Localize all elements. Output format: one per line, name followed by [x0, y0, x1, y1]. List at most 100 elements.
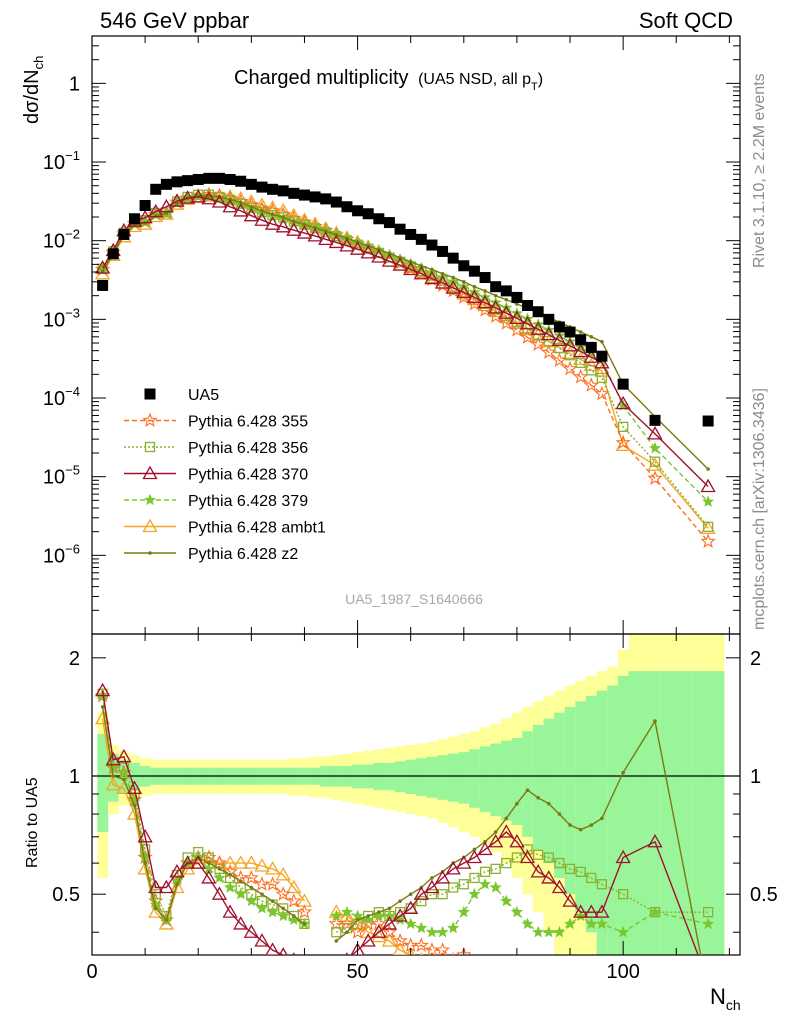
x-axis-label-text: N	[710, 984, 726, 1009]
ratio-point-z2	[281, 906, 286, 911]
band-inner-bin	[692, 671, 704, 955]
point-z2	[589, 334, 594, 339]
band-inner-bin	[596, 690, 608, 955]
point-ua5-shape	[256, 181, 268, 193]
ratio-point-z2-shape	[355, 918, 360, 922]
ratio-point-z2	[111, 774, 116, 778]
ratio-point-p370	[137, 828, 153, 843]
point-p370-shape	[456, 284, 472, 299]
legend-label-z2: Pythia 6.428 z2	[188, 546, 298, 563]
ratio-point-p379-shape	[224, 881, 237, 893]
ratio-point-p370	[551, 879, 568, 894]
point-ua5-shape	[362, 208, 374, 220]
ratio-point-p355-shape	[575, 999, 587, 1011]
ratio-point-ambt1-shape	[521, 993, 534, 1005]
point-z2-shape	[302, 222, 307, 227]
point-p370	[95, 260, 111, 274]
ratio-point-p379-shape	[574, 909, 587, 922]
ratio-point-p356-shape	[522, 844, 533, 855]
ratio-point-p379	[224, 881, 237, 893]
ratio-point-p370-shape	[190, 855, 206, 869]
ratio-point-p370-shape	[233, 916, 249, 930]
ratio-point-ambt1-shape	[585, 1013, 598, 1024]
ratio-point-z2	[334, 939, 339, 943]
ratio-point-p370-shape	[488, 833, 504, 848]
ratio-point-z2-shape	[153, 906, 158, 911]
ratio-point-ambt1	[371, 928, 387, 943]
ratio-point-ambt1-shape	[360, 924, 376, 938]
ratio-point-p379-shape	[532, 925, 545, 938]
legend-label-data: UA5	[188, 387, 219, 404]
point-p370-shape	[498, 305, 514, 319]
point-ua5-shape	[267, 183, 279, 195]
point-p370	[573, 343, 589, 358]
band-inner-bin	[713, 671, 725, 955]
title-sub-close: )	[538, 71, 543, 88]
point-z2-shape	[483, 289, 487, 293]
ratio-point-ambt1	[479, 981, 492, 993]
ratio-point-p379-shape	[404, 917, 417, 930]
ratio-point-p355	[490, 964, 502, 976]
point-z2	[472, 284, 477, 289]
band-inner-bin	[469, 749, 481, 808]
ratio-frame	[91, 633, 741, 956]
ratio-point-z2-shape	[249, 885, 254, 890]
point-p379	[702, 495, 715, 507]
y-axis-label-ratio: Ratio to UA5	[24, 777, 41, 868]
band-inner-bin	[575, 701, 587, 913]
band-inner-bin	[649, 671, 661, 955]
ratio-point-ambt1	[521, 993, 534, 1005]
band-inner-bin	[639, 671, 651, 955]
point-p370	[264, 216, 281, 230]
legend-marker-p356-shape	[144, 441, 156, 453]
legend-marker-p356	[144, 441, 156, 453]
point-p370	[700, 478, 716, 493]
ratio-point-p379	[489, 881, 502, 893]
legend-marker-p355	[142, 412, 158, 428]
ratio-point-z2-shape	[345, 930, 349, 935]
ratio-point-ambt1-shape	[406, 947, 416, 955]
point-z2-shape	[430, 267, 434, 272]
ratio-point-p370-shape	[509, 833, 525, 848]
point-ambt1	[498, 309, 514, 324]
point-ua5	[203, 172, 215, 184]
point-p370-shape	[222, 198, 238, 213]
point-z2	[493, 293, 498, 298]
point-p370-shape	[403, 261, 419, 276]
ratio-point-z2-shape	[578, 827, 583, 832]
legend-marker-p370-shape	[142, 465, 158, 480]
point-z2-shape	[100, 269, 105, 273]
ratio-point-p370-shape	[278, 947, 288, 955]
point-p370-shape	[296, 225, 313, 239]
ratio-point-p370-shape	[371, 924, 387, 938]
point-z2-shape	[515, 302, 519, 306]
point-p370-shape	[339, 238, 355, 252]
ratio-point-p356-shape	[702, 907, 714, 918]
ratio-point-ambt1	[275, 867, 291, 881]
ratio-point-p370	[233, 916, 249, 930]
band-inner-bin	[490, 743, 502, 817]
point-ua5	[490, 281, 502, 293]
point-z2-shape	[270, 212, 275, 217]
point-p370	[349, 241, 366, 255]
ratio-point-z2-shape	[653, 719, 657, 723]
y-tick-label-ratio-right: 0.5	[750, 884, 778, 906]
point-p355-shape	[615, 434, 631, 450]
ratio-point-p379-shape	[425, 925, 439, 938]
ratio-point-ambt1-shape	[275, 867, 291, 881]
point-p370	[434, 275, 451, 289]
title-sub: (UA5 NSD, all p	[418, 71, 531, 88]
point-p370-shape	[201, 190, 217, 205]
point-ua5-shape	[107, 248, 119, 260]
ratio-point-p379	[500, 894, 513, 907]
point-p355-shape	[700, 533, 716, 548]
point-p370-shape	[169, 193, 185, 207]
point-z2	[292, 219, 296, 224]
ratio-point-p355-shape	[543, 987, 555, 999]
ratio-point-p356-shape	[501, 857, 512, 869]
ratio-point-p370-shape	[137, 828, 153, 843]
ratio-line-p355	[101, 695, 306, 922]
ratio-point-p370-shape	[330, 959, 343, 971]
ratio-point-z2	[238, 879, 243, 883]
